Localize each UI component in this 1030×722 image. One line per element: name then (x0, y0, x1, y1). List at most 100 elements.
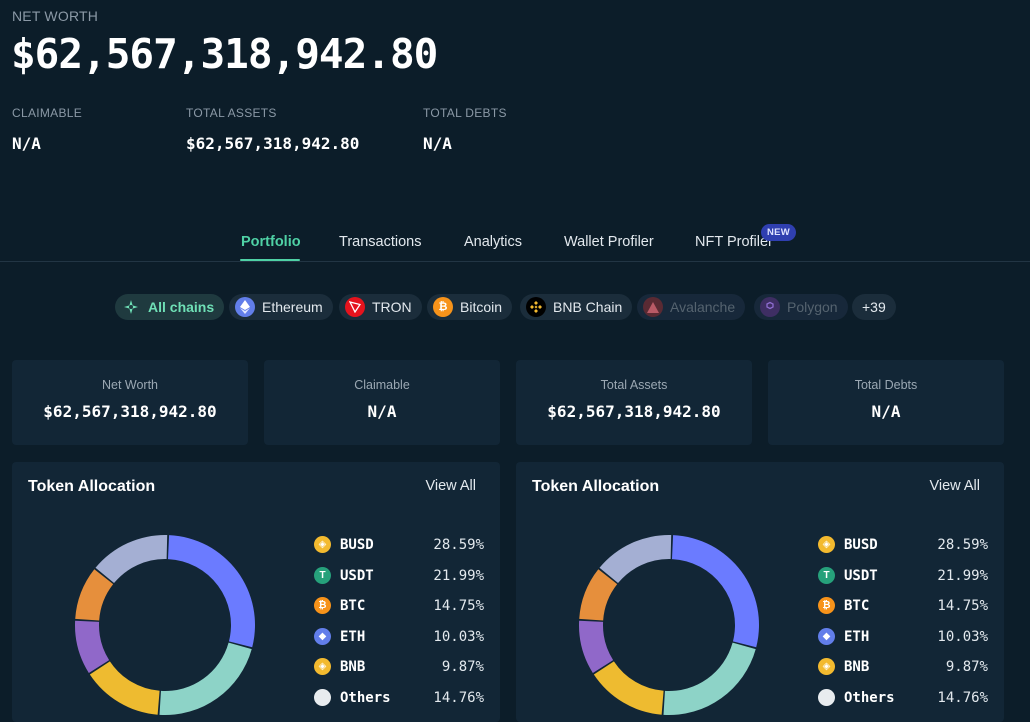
polygon-icon (760, 297, 780, 317)
token-legend: ◈ BUSD 28.59% T USDT 21.99% ₿ BTC 14.75% ◆ ETH 10.0… (312, 535, 484, 718)
legend-token-name: BNB (844, 659, 870, 675)
chain-chip-label: BNB Chain (553, 299, 623, 315)
legend-row-busd: ◈ BUSD 28.59% (816, 535, 988, 566)
chain-chip-more[interactable]: +39 (852, 294, 896, 320)
legend-token-percent: 21.99% (937, 567, 988, 584)
donut-slice-busd[interactable] (167, 535, 255, 648)
token-allocation-panel: Token Allocation View All ◈ BUSD 28.59% T US… (12, 462, 500, 722)
legend-token-percent: 28.59% (433, 537, 484, 553)
tab-nft-profiler-label: NFT Profiler (695, 234, 773, 250)
new-badge: NEW (761, 224, 797, 241)
claimable-card: Claimable N/A (264, 360, 500, 445)
legend-row-usdt: T USDT 21.99% (816, 566, 988, 597)
chain-chip-polygon[interactable]: Polygon (754, 294, 848, 320)
claimable-stat: CLAIMABLE N/A (12, 106, 82, 153)
legend-token-name: BTC (844, 598, 870, 614)
donut-slice-usdt[interactable] (663, 642, 756, 715)
panel-title: Token Allocation (532, 478, 660, 495)
chain-chip-bitcoin[interactable]: ₿ Bitcoin (427, 294, 513, 320)
token-allocation-panel: Token Allocation View All ◈ BUSD 28.59% T US… (516, 462, 1004, 722)
bnb-chain-icon (526, 297, 546, 317)
panel-title: Token Allocation (28, 478, 156, 495)
total-assets-label: TOTAL ASSETS (186, 106, 277, 120)
card-value: N/A (367, 402, 397, 421)
total-assets-value: $62,567,318,942.80 (186, 134, 360, 153)
legend-token-name: Others (340, 689, 391, 706)
legend-token-name: BTC (340, 598, 366, 614)
donut-slice-bnb[interactable] (579, 569, 618, 621)
chain-chip-label: TRON (372, 299, 412, 315)
donut-slice-bnb[interactable] (75, 569, 114, 621)
legend-token-percent: 21.99% (433, 567, 484, 584)
others-icon (818, 688, 835, 706)
active-tab-indicator (240, 259, 300, 261)
legend-token-name: USDT (844, 567, 878, 584)
others-icon (314, 688, 331, 706)
avalanche-icon (643, 297, 663, 317)
legend-row-bnb: ◈ BNB 9.87% (816, 657, 988, 688)
legend-token-percent: 10.03% (433, 628, 484, 645)
tron-icon (345, 297, 365, 317)
ethereum-icon (235, 297, 255, 317)
legend-token-percent: 28.59% (937, 537, 988, 553)
total-debts-stat: TOTAL DEBTS N/A (423, 106, 507, 153)
legend-row-usdt: T USDT 21.99% (312, 566, 484, 597)
view-all-link[interactable]: View All (929, 478, 980, 494)
eth-icon: ◆ (818, 627, 835, 645)
card-label: Total Assets (600, 378, 668, 392)
donut-slice-others[interactable] (95, 535, 168, 584)
chain-chip-bnb-chain[interactable]: BNB Chain (520, 294, 633, 320)
legend-token-name: BUSD (340, 537, 374, 553)
legend-row-others: Others 14.76% (816, 688, 988, 719)
legend-token-name: Others (844, 689, 895, 706)
btc-icon: ₿ (314, 597, 331, 614)
donut-slice-usdt[interactable] (159, 642, 252, 715)
card-value: $62,567,318,942.80 (43, 402, 217, 421)
usdt-icon: T (314, 566, 331, 584)
tab-nft-profiler[interactable]: NFT Profiler NEW (695, 224, 797, 250)
tab-analytics[interactable]: Analytics (464, 234, 523, 250)
legend-row-bnb: ◈ BNB 9.87% (312, 657, 484, 688)
token-allocation-donut-chart (579, 535, 759, 715)
chain-chip-all-chains[interactable]: All chains (115, 294, 225, 320)
chain-chip-label: Ethereum (262, 299, 323, 315)
card-value: N/A (871, 402, 901, 421)
btc-icon: ₿ (818, 597, 835, 614)
card-label: Total Debts (854, 378, 918, 392)
legend-token-percent: 9.87% (441, 659, 484, 675)
total-assets-stat: TOTAL ASSETS $62,567,318,942.80 (186, 106, 359, 153)
net-worth-label: NET WORTH (12, 8, 99, 24)
legend-token-percent: 14.75% (937, 598, 988, 614)
bnb-icon: ◈ (314, 658, 331, 675)
view-all-link[interactable]: View All (425, 478, 476, 494)
legend-token-percent: 14.76% (937, 689, 988, 706)
total-assets-card: Total Assets $62,567,318,942.80 (516, 360, 752, 445)
legend-row-btc: ₿ BTC 14.75% (312, 596, 484, 627)
chain-chip-ethereum[interactable]: Ethereum (229, 294, 333, 320)
chain-chip-tron[interactable]: TRON (339, 294, 422, 320)
busd-icon: ◈ (818, 536, 835, 553)
legend-token-percent: 14.75% (433, 598, 484, 614)
chain-chip-avalanche[interactable]: Avalanche (637, 294, 746, 320)
donut-slice-busd[interactable] (671, 535, 759, 648)
donut-slice-btc[interactable] (89, 661, 160, 715)
total-debts-value: N/A (423, 134, 452, 153)
card-label: Claimable (354, 378, 410, 392)
all-chains-icon (121, 297, 141, 317)
donut-slice-eth[interactable] (75, 620, 110, 673)
chain-filter-bar: All chains Ethereum TRON ₿ Bitcoin BNB C… (0, 294, 1030, 320)
donut-slice-others[interactable] (599, 535, 672, 584)
bitcoin-icon: ₿ (433, 297, 453, 317)
legend-row-eth: ◆ ETH 10.03% (816, 627, 988, 658)
legend-token-percent: 10.03% (937, 628, 988, 645)
legend-row-btc: ₿ BTC 14.75% (816, 596, 988, 627)
chain-chip-label: Avalanche (670, 299, 736, 315)
net-worth-card: Net Worth $62,567,318,942.80 (12, 360, 248, 445)
donut-slice-btc[interactable] (593, 661, 664, 715)
donut-slice-eth[interactable] (579, 620, 614, 673)
tab-wallet-profiler[interactable]: Wallet Profiler (564, 234, 654, 250)
claimable-label: CLAIMABLE (12, 106, 83, 120)
tab-transactions[interactable]: Transactions (339, 234, 422, 250)
tab-portfolio[interactable]: Portfolio (241, 234, 301, 250)
legend-token-name: USDT (340, 567, 374, 584)
